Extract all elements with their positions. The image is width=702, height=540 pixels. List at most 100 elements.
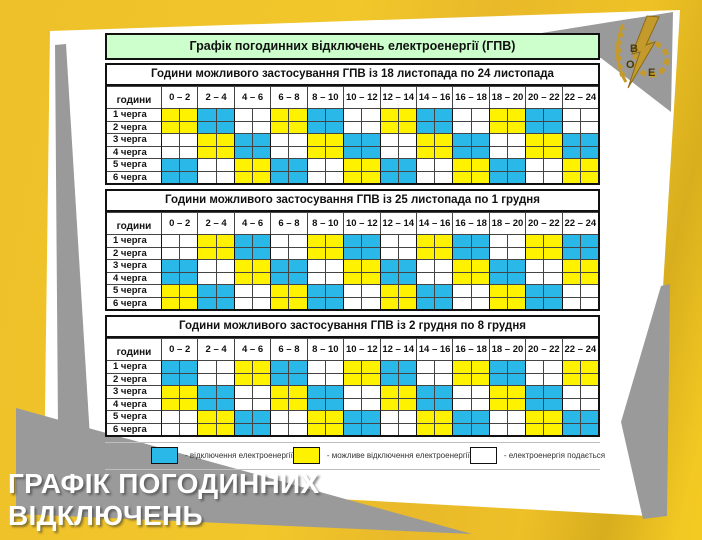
schedule-cell [233, 284, 253, 297]
schedule-cell [379, 108, 398, 121]
schedule-cell [488, 284, 507, 297]
time-column-header: 20 – 22 [525, 338, 562, 360]
schedule-cell [343, 296, 362, 309]
schedule-cell [434, 170, 453, 183]
time-column-header: 8 – 10 [306, 338, 344, 360]
schedule-cell [324, 145, 344, 158]
schedule-cell [415, 133, 435, 146]
time-column-header: 20 – 22 [525, 212, 562, 234]
time-column-header: 12 – 14 [379, 338, 416, 360]
schedule-cell [579, 385, 598, 398]
schedule-cell [288, 296, 307, 309]
schedule-cell [197, 360, 216, 373]
schedule-cell [525, 410, 544, 423]
schedule-cell [361, 397, 380, 410]
schedule-cell [543, 284, 562, 297]
schedule-cell [197, 422, 216, 435]
schedule-cell [233, 259, 253, 272]
schedule-cell [179, 170, 198, 183]
schedule-cell [270, 170, 289, 183]
time-column-header: 0 – 2 [161, 338, 198, 360]
time-column-header: 4 – 6 [233, 338, 271, 360]
time-column-header: 16 – 18 [452, 86, 489, 108]
schedule-cell [379, 120, 398, 133]
schedule-cell [506, 246, 526, 259]
schedule-cell [525, 246, 544, 259]
schedule-cell [288, 158, 307, 171]
schedule-cell [525, 133, 544, 146]
schedule-cell [324, 246, 344, 259]
schedule-cell [270, 158, 289, 171]
schedule-cell [324, 385, 344, 398]
time-column-header: 16 – 18 [452, 212, 489, 234]
schedule-cell [197, 284, 216, 297]
schedule-cell [288, 108, 307, 121]
schedule-cell [506, 422, 526, 435]
schedule-cell [252, 170, 271, 183]
schedule-cell [179, 108, 198, 121]
schedule-cell [488, 385, 507, 398]
schedule-cell [270, 284, 289, 297]
time-column-header: 6 – 8 [270, 86, 307, 108]
schedule-cell [252, 259, 271, 272]
schedule-table: Години можливого застосування ГПВ із 2 г… [105, 315, 600, 437]
schedule-cell [343, 158, 362, 171]
schedule-cell [561, 170, 580, 183]
schedule-cell [179, 422, 198, 435]
schedule-cell [561, 284, 580, 297]
schedule-cell [270, 410, 289, 423]
schedule-cell [506, 385, 526, 398]
schedule-cell [161, 296, 180, 309]
schedule-cell [233, 397, 253, 410]
legend-item-power-on: - електроенергія подається [469, 447, 605, 464]
schedule-cell [288, 246, 307, 259]
schedule-cell [233, 234, 253, 247]
schedule-cell [197, 397, 216, 410]
schedule-cell [379, 410, 398, 423]
schedule-cell [379, 296, 398, 309]
schedule-cell [415, 246, 435, 259]
schedule-cell [233, 133, 253, 146]
power-on-color-swatch [469, 447, 497, 464]
schedule-cell [379, 145, 398, 158]
time-column-header: 2 – 4 [197, 86, 234, 108]
schedule-cell [161, 145, 180, 158]
schedule-cell [488, 422, 507, 435]
schedule-cell [252, 360, 271, 373]
schedule-cell [306, 422, 325, 435]
queue-row-label: 2 черга [107, 120, 161, 133]
schedule-cell [506, 360, 526, 373]
schedule-cell [252, 410, 271, 423]
schedule-cell [379, 284, 398, 297]
hours-corner-label: години [107, 338, 161, 360]
queue-row-label: 2 черга [107, 372, 161, 385]
queue-row-label: 1 черга [107, 234, 161, 247]
schedule-cell [470, 360, 489, 373]
schedule-cell [361, 170, 380, 183]
schedule-cell [434, 158, 453, 171]
schedule-cell [161, 133, 180, 146]
schedule-cell [415, 158, 435, 171]
schedule-cell [579, 170, 598, 183]
schedule-cell [343, 170, 362, 183]
schedule-cell [415, 372, 435, 385]
time-column-header: 10 – 12 [343, 86, 380, 108]
schedule-cell [379, 259, 398, 272]
schedule-cell [179, 120, 198, 133]
schedule-cell [288, 145, 307, 158]
table-title: Години можливого застосування ГПВ із 18 … [107, 65, 598, 86]
queue-row-label: 3 черга [107, 385, 161, 398]
schedule-cell [470, 422, 489, 435]
queue-row-label: 3 черга [107, 133, 161, 146]
schedule-cell [397, 246, 416, 259]
schedule-cell [379, 271, 398, 284]
schedule-cell [270, 133, 289, 146]
schedule-cell [306, 372, 325, 385]
schedule-cell [397, 372, 416, 385]
schedule-cell [197, 145, 216, 158]
schedule-cell [506, 170, 526, 183]
time-column-header: 22 – 24 [561, 338, 598, 360]
schedule-cell [488, 145, 507, 158]
schedule-cell [488, 296, 507, 309]
schedule-cell [361, 410, 380, 423]
